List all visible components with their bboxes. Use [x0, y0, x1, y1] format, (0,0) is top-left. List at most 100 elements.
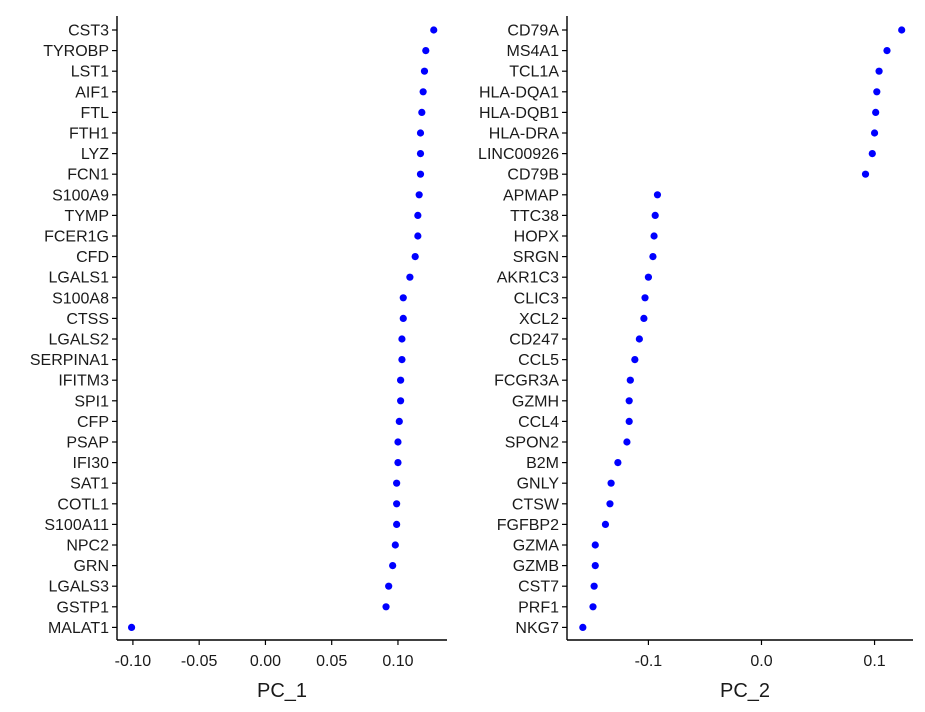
- loading-point: [873, 88, 881, 96]
- pc2-panel: CD79A MS4A1 TCL1A HLA-DQA1 HLA-DQB1 HLA-DRA LI…: [478, 16, 913, 702]
- loading-point: [651, 211, 659, 219]
- gene-label: FCN1: [67, 167, 109, 184]
- gene-label: LST1: [71, 64, 109, 81]
- loading-point: [394, 438, 402, 446]
- gene-label: CCL5: [518, 352, 559, 369]
- loading-point: [393, 500, 401, 508]
- loading-point: [414, 232, 422, 240]
- gene-label: CFP: [77, 414, 109, 431]
- gene-label: CD79B: [507, 167, 559, 184]
- gene-label: TTC38: [510, 208, 559, 225]
- loading-point: [606, 500, 614, 508]
- gene-label: LYZ: [81, 146, 109, 163]
- loading-point: [644, 273, 653, 281]
- gene-label: LGALS3: [49, 579, 110, 596]
- loading-point: [397, 397, 405, 405]
- gene-label: B2M: [526, 455, 559, 472]
- gene-label: CTSW: [512, 496, 560, 513]
- gene-label: TYMP: [65, 208, 109, 225]
- loading-point: [411, 253, 419, 261]
- gene-label: PRF1: [518, 599, 559, 616]
- loading-point: [393, 479, 401, 487]
- loading-point: [626, 376, 634, 384]
- loading-point: [883, 47, 891, 55]
- gene-label: GZMA: [513, 538, 560, 555]
- gene-label: S100A8: [52, 290, 109, 307]
- gene-label: NKG7: [515, 620, 559, 637]
- loading-point: [416, 150, 425, 158]
- loading-point: [391, 541, 399, 549]
- x-tick-label: -0.05: [181, 653, 218, 670]
- loading-point: [399, 294, 407, 302]
- gene-label: HLA-DRA: [489, 126, 560, 143]
- gene-label: HOPX: [514, 229, 560, 246]
- gene-label: CD247: [509, 332, 559, 349]
- gene-label: APMAP: [503, 187, 559, 204]
- loading-point: [399, 314, 407, 322]
- gene-label: CFD: [76, 249, 109, 266]
- gene-label: FTH1: [69, 126, 109, 143]
- gene-label: AKR1C3: [497, 270, 559, 287]
- x-axis-title: PC_2: [720, 680, 770, 702]
- gene-label: LINC00926: [478, 146, 559, 163]
- gene-label: LGALS2: [49, 332, 110, 349]
- gene-label: COTL1: [57, 496, 109, 513]
- loading-point: [419, 88, 427, 96]
- loading-point: [394, 459, 402, 467]
- gene-label: GZMB: [513, 558, 559, 575]
- gene-label: IFI30: [73, 455, 110, 472]
- x-tick-label: 0.00: [250, 653, 281, 670]
- gene-label: MALAT1: [48, 620, 109, 637]
- gene-label: MS4A1: [507, 43, 560, 60]
- loading-point: [422, 47, 430, 55]
- loading-point: [591, 541, 599, 549]
- loading-point: [385, 582, 393, 590]
- loading-point: [397, 376, 405, 384]
- loading-point: [898, 26, 906, 34]
- gene-label: CTSS: [66, 311, 109, 328]
- gene-label: GZMH: [512, 393, 559, 410]
- loading-point: [614, 459, 622, 467]
- loading-point: [650, 232, 658, 240]
- x-tick-label: 0.0: [750, 653, 772, 670]
- gene-label: HLA-DQB1: [479, 105, 559, 122]
- loading-point: [398, 335, 406, 343]
- loading-point: [623, 438, 631, 446]
- loading-point: [625, 397, 633, 405]
- loading-point: [641, 294, 649, 302]
- loading-point: [591, 562, 599, 570]
- loading-point: [861, 170, 870, 178]
- gene-label: GRN: [73, 558, 109, 575]
- loading-point: [579, 623, 587, 632]
- gene-label: S100A11: [44, 517, 109, 534]
- gene-label: SPON2: [505, 435, 559, 452]
- loading-point: [653, 191, 662, 199]
- loading-point: [398, 356, 406, 364]
- loading-point: [393, 520, 401, 529]
- x-tick-label: 0.05: [316, 653, 347, 670]
- loading-point: [127, 623, 136, 632]
- gene-label: HLA-DQA1: [479, 84, 559, 101]
- gene-label: CCL4: [518, 414, 559, 431]
- gene-label: TYROBP: [43, 43, 109, 60]
- loading-point: [395, 417, 403, 425]
- loading-point: [870, 129, 879, 137]
- loading-point: [868, 150, 876, 158]
- gene-label: CLIC3: [514, 290, 559, 307]
- gene-label: IFITM3: [58, 373, 109, 390]
- pc1-panel: CST3 TYROBP LST1 AIF1 FTL FTH1 LYZ FCN1 S100A9 TY…: [30, 16, 447, 702]
- gene-label: NPC2: [66, 538, 109, 555]
- loading-point: [415, 191, 423, 199]
- loading-point: [875, 67, 883, 75]
- x-axis-title: PC_1: [257, 680, 307, 702]
- gene-label: SAT1: [70, 476, 109, 493]
- gene-label: SPI1: [74, 393, 109, 410]
- gene-label: GNLY: [517, 476, 560, 493]
- gene-label: SERPINA1: [30, 352, 109, 369]
- gene-label: FTL: [81, 105, 110, 122]
- loading-point: [416, 170, 425, 178]
- loading-point: [420, 67, 429, 75]
- loading-point: [640, 314, 648, 322]
- gene-label: FGFBP2: [497, 517, 559, 534]
- gene-label: CST7: [518, 579, 559, 596]
